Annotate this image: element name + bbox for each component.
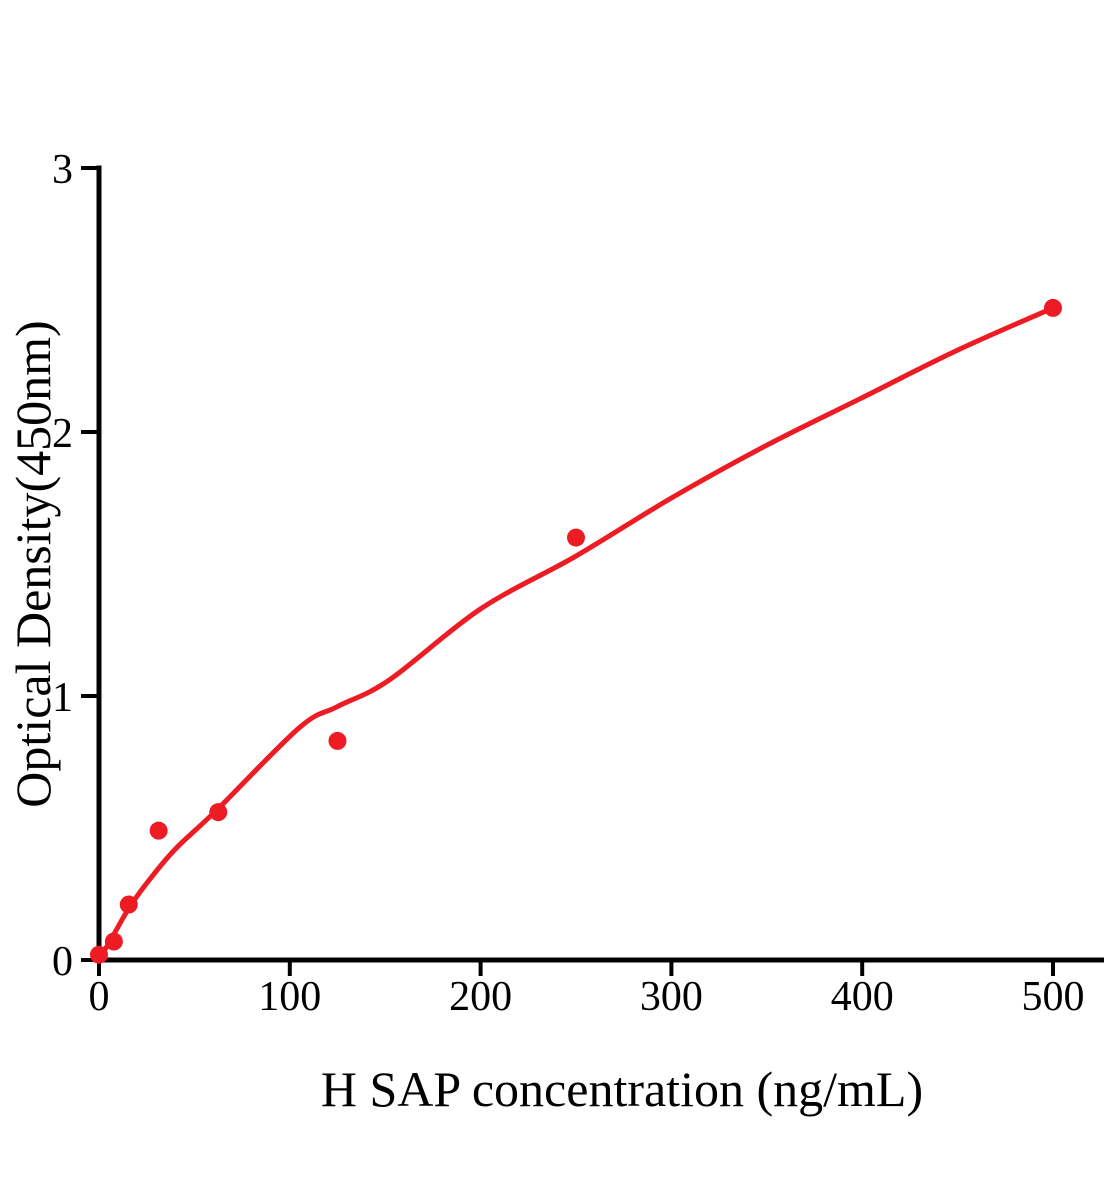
data-points-group — [90, 298, 1062, 964]
fit-curve-path — [96, 305, 1056, 963]
x-axis-title: H SAP concentration (ng/mL) — [321, 1061, 923, 1117]
y-axis-title: Optical Density(450nm) — [5, 320, 61, 807]
x-tick-label: 100 — [258, 974, 321, 1020]
data-point — [328, 731, 347, 750]
y-tick-label: 3 — [52, 147, 73, 193]
fit-curve-group — [96, 305, 1056, 963]
data-point — [104, 932, 123, 951]
data-point — [119, 895, 138, 914]
data-point — [1044, 298, 1062, 317]
y-tick-label: 1 — [52, 675, 73, 721]
x-tick-label: 500 — [1022, 974, 1085, 1020]
x-tick-label: 200 — [449, 974, 512, 1020]
axes — [96, 165, 1104, 963]
x-tick-label: 400 — [831, 974, 894, 1020]
x-axis-ticks: 0 100 200 300 400 500 — [89, 960, 1085, 1020]
data-point — [209, 803, 228, 822]
y-tick-label: 0 — [52, 939, 73, 985]
data-point — [90, 945, 108, 964]
x-tick-label: 0 — [89, 974, 110, 1020]
y-axis-ticks: 0 1 2 3 — [52, 147, 99, 985]
data-point — [567, 528, 585, 547]
x-tick-label: 300 — [640, 974, 703, 1020]
y-tick-label: 2 — [52, 411, 73, 457]
data-point — [149, 821, 168, 840]
